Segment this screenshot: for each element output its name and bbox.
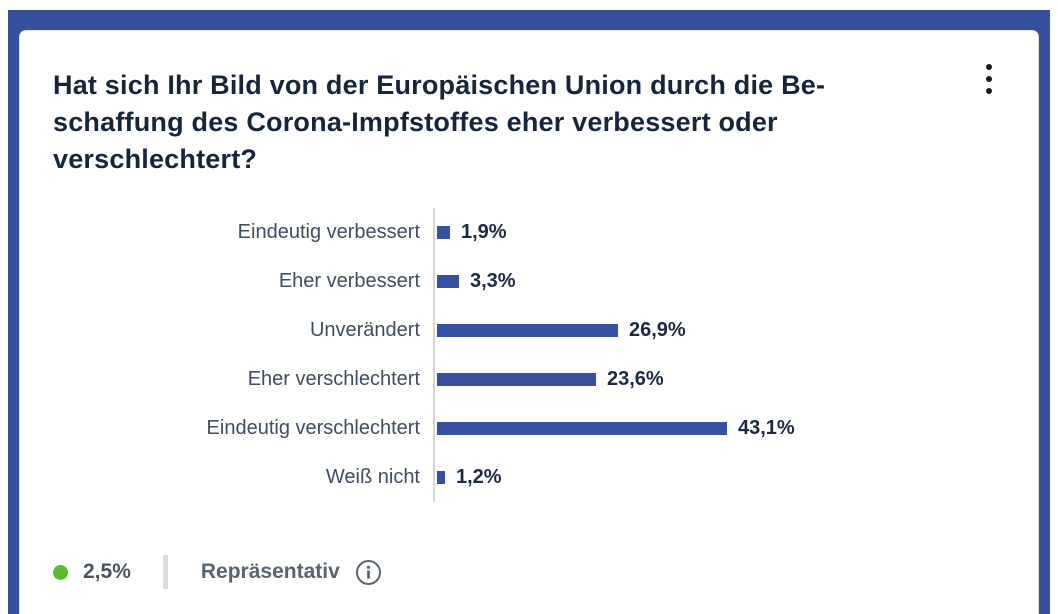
bar[interactable] [437,471,445,484]
bar-area: 23,6% [433,355,1038,404]
value-label: 3,3% [470,270,516,292]
value-label: 23,6% [607,368,664,390]
survey-card: Hat sich Ihr Bild von der Europäischen U… [19,30,1039,614]
category-label: Eher verbessert [278,270,420,292]
category-label: Eindeutig verschlechtert [206,417,420,439]
value-label: 1,2% [456,466,502,488]
chart-row: Eindeutig verschlechtert 43,1% [20,404,1038,453]
category-label: Eindeutig verbessert [237,221,420,243]
bar-area: 1,2% [433,453,1038,502]
category-label: Weiß nicht [325,466,420,488]
bar[interactable] [437,226,450,239]
kebab-dot [986,76,992,82]
category-label: Eher verschlechtert [247,368,420,390]
category-label: Unverändert [309,319,420,341]
bar[interactable] [437,373,596,386]
bar[interactable] [437,422,727,435]
question-title-line-1: Hat sich Ihr Bild von der Europäischen U… [53,70,826,100]
representative-label: Repräsentativ [200,560,340,583]
value-label: 26,9% [629,319,686,341]
chart-row: Weiß nicht 1,2% [20,453,1038,502]
question-title-line-3: verschlechtert? [53,144,258,174]
bar[interactable] [437,324,618,337]
bar[interactable] [437,275,459,288]
chart-row: Eindeutig verbessert 1,9% [20,208,1038,257]
widget-frame: Hat sich Ihr Bild von der Europäischen U… [8,10,1050,614]
error-margin-value: 2,5% [83,560,131,583]
question-title: Hat sich Ihr Bild von der Europäischen U… [53,67,943,178]
error-margin-dot-icon [53,564,68,580]
value-label: 1,9% [461,221,507,243]
chart-row: Eher verschlechtert 23,6% [20,355,1038,404]
bar-area: 43,1% [433,404,1038,453]
kebab-dot [986,64,992,70]
bar-area: 1,9% [433,208,1038,257]
question-title-line-2: schaffung des Corona-Impfstoffes eher ve… [53,107,778,137]
kebab-dot [986,88,992,94]
chart-row: Unverändert 26,9% [20,306,1038,355]
bar-area: 26,9% [433,306,1038,355]
value-label: 43,1% [738,417,795,439]
chart-footer: 2,5% Repräsentativ [53,552,382,592]
footer-divider [162,555,168,589]
chart-row: Eher verbessert 3,3% [20,257,1038,306]
bar-chart: Eindeutig verbessert 1,9% Eher verbessert 3… [20,206,1038,502]
bar-area: 3,3% [433,257,1038,306]
info-icon[interactable] [355,559,382,586]
kebab-menu-icon[interactable] [978,59,1000,99]
